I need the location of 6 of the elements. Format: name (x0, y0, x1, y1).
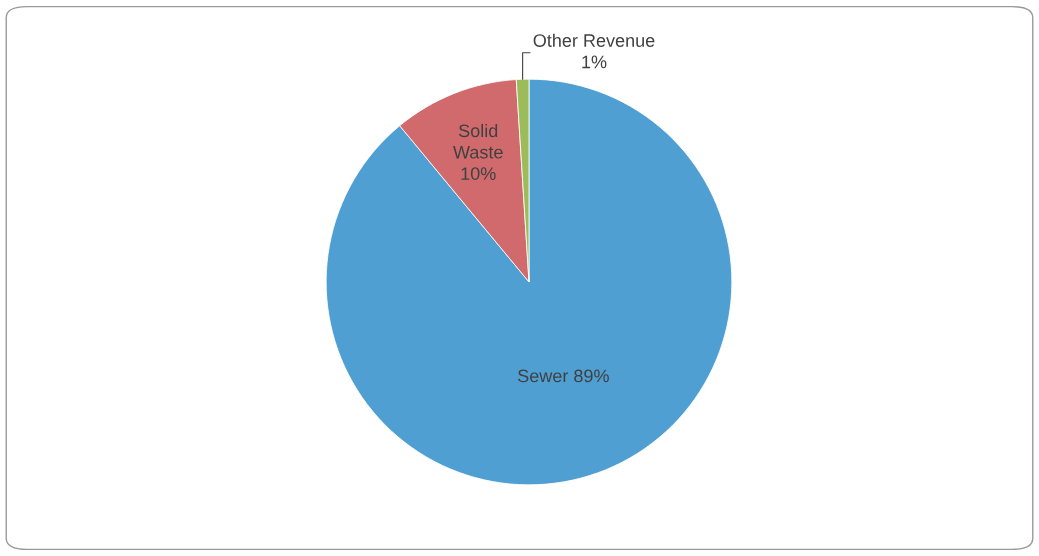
slice-label: Other Revenue (533, 33, 655, 47)
slice-label: Sewer 89% (518, 369, 609, 383)
pie-slice (325, 78, 733, 486)
data-label: 1% (582, 55, 607, 69)
data-label: 10% (461, 167, 496, 180)
slice-label: Solid Waste (453, 123, 503, 159)
